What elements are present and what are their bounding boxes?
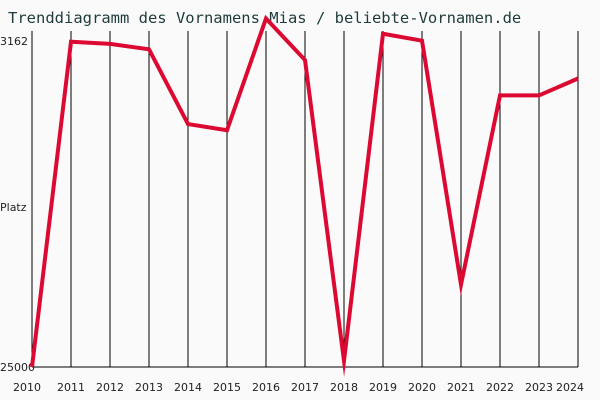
x-tick-2011: 2011 [57, 381, 85, 394]
x-tick-2023: 2023 [525, 381, 553, 394]
x-tick-2015: 2015 [213, 381, 241, 394]
x-tick-2019: 2019 [369, 381, 397, 394]
x-tick-2013: 2013 [135, 381, 163, 394]
y-axis-bottom-label: 25000 [0, 361, 35, 374]
x-tick-2017: 2017 [291, 381, 319, 394]
x-tick-2010: 2010 [13, 381, 41, 394]
x-tick-2018: 2018 [330, 381, 358, 394]
x-tick-2016: 2016 [252, 381, 280, 394]
series-layer [30, 14, 579, 378]
x-tick-labels: 2010 2011 2012 2013 2014 2015 2016 2017 2018 2019… [13, 381, 584, 394]
x-tick-2022: 2022 [486, 381, 514, 394]
x-tick-2024: 2024 [556, 381, 584, 394]
y-axis-top-label: 3162 [0, 35, 28, 48]
x-tick-2021: 2021 [447, 381, 475, 394]
x-tick-2014: 2014 [174, 381, 202, 394]
x-tick-2020: 2020 [408, 381, 436, 394]
y-axis-title: Platz [0, 201, 27, 214]
vertical-grid [31, 31, 579, 367]
series-line-0 [30, 14, 579, 378]
x-tick-2012: 2012 [96, 381, 124, 394]
